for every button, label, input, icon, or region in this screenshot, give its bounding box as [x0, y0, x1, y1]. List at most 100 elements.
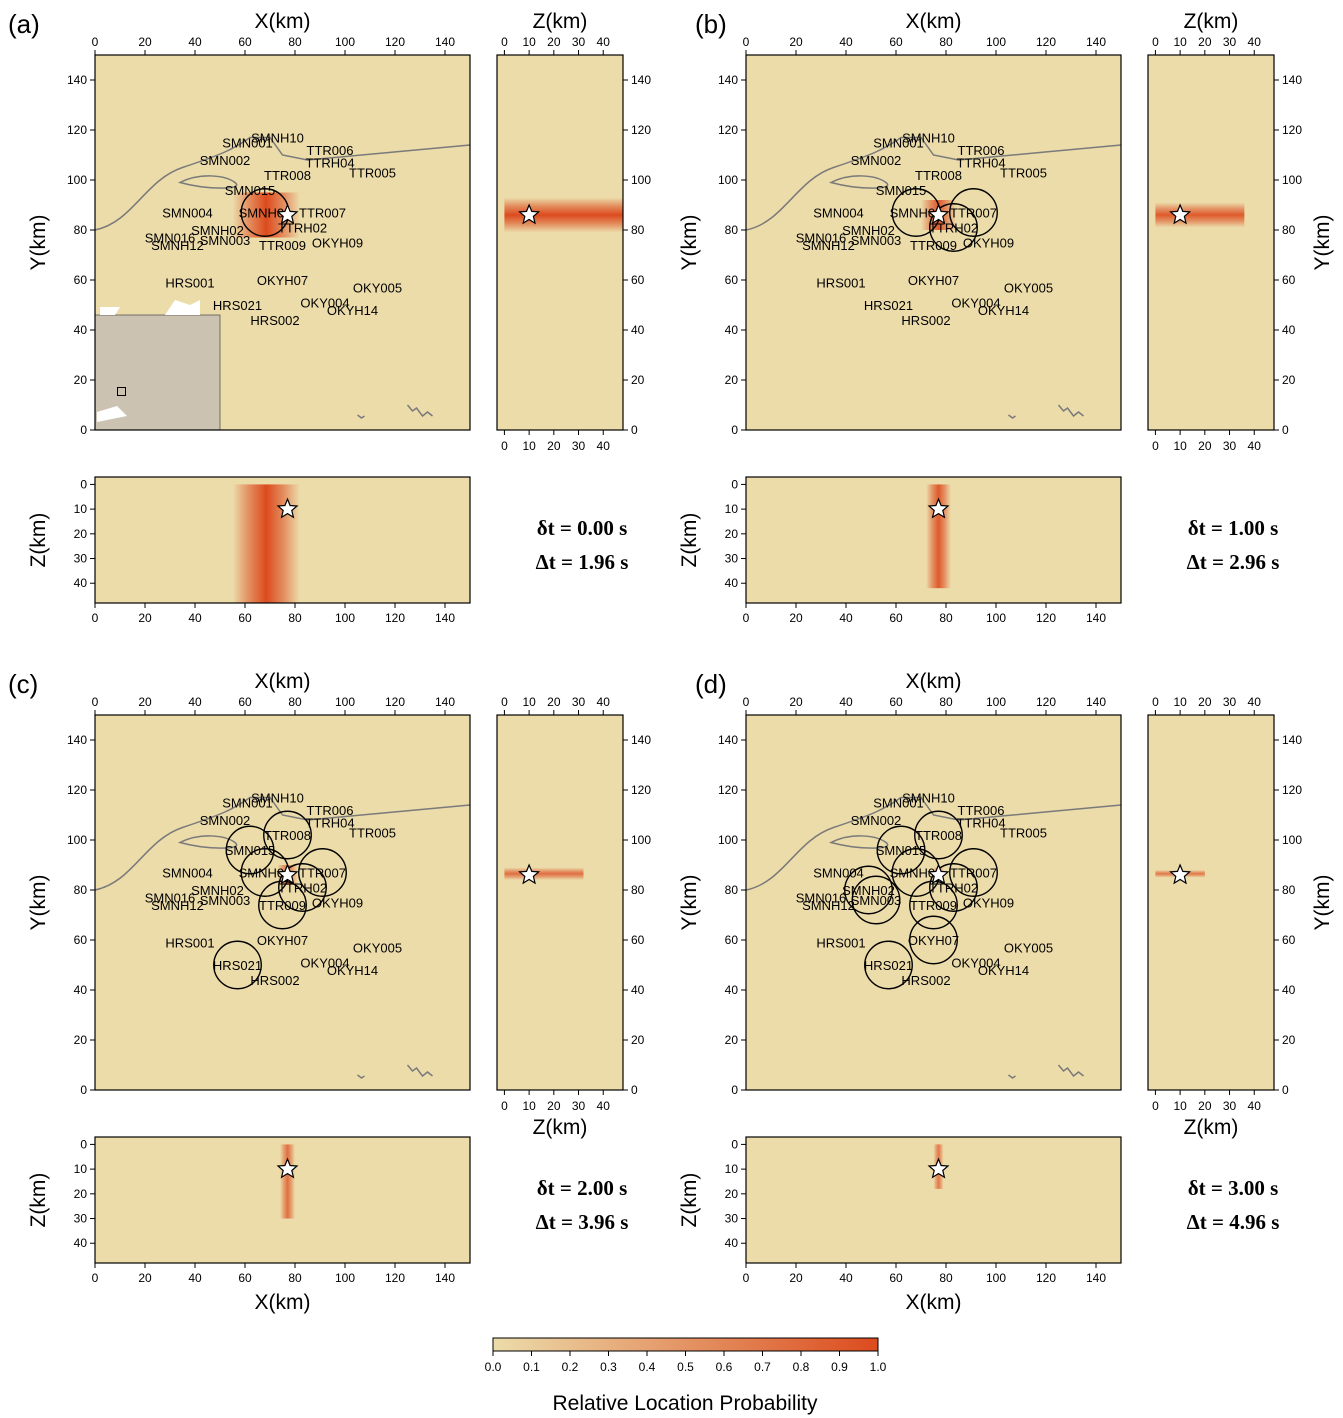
zy-background	[497, 55, 623, 430]
x-tick-label: 100	[335, 611, 355, 625]
panel-label: (c)	[8, 669, 38, 699]
station-label: TTR008	[915, 828, 962, 843]
station-label: OKY004	[300, 296, 349, 311]
station-label: SMN016	[796, 231, 847, 246]
station-label: TTRH04	[305, 816, 354, 831]
inset-sea	[165, 300, 200, 315]
zy-background	[1148, 55, 1274, 430]
z-tick-label: 0	[80, 1137, 87, 1151]
z-tick-label: 0	[501, 695, 508, 709]
x-tick-label: 100	[986, 611, 1006, 625]
station-label: TTRH02	[278, 221, 327, 236]
station-label: TTR006	[307, 143, 354, 158]
delta-small-annotation: δt = 2.00 s	[537, 1176, 628, 1200]
x-tick-label: 140	[1086, 35, 1106, 49]
epicenter-star	[1169, 203, 1192, 225]
colorbar-tick-label: 0.7	[754, 1360, 771, 1374]
station-circle	[929, 203, 978, 252]
lake-outline	[177, 835, 238, 849]
z-tick-label: 20	[1198, 439, 1212, 453]
x-tick-label: 40	[839, 35, 853, 49]
y-tick-label: 140	[718, 733, 738, 747]
y-tick-label: 60	[1282, 273, 1296, 287]
z-axis-label: Z(km)	[533, 10, 588, 33]
station-label: OKYH09	[312, 896, 363, 911]
x-tick-label: 80	[288, 1271, 302, 1285]
y-tick-label: 80	[1282, 223, 1296, 237]
coastline-south	[1057, 1064, 1084, 1078]
station-label: TTR006	[307, 803, 354, 818]
y-tick-label: 40	[1282, 323, 1296, 337]
z-axis-label: Z(km)	[533, 1116, 588, 1139]
epicenter-star	[276, 863, 299, 885]
station-label: SMNH12	[802, 898, 855, 913]
x-tick-label: 80	[939, 1271, 953, 1285]
z-axis-label: Z(km)	[1184, 10, 1239, 33]
x-tick-label: 140	[435, 1271, 455, 1285]
z-tick-label: 0	[1152, 1099, 1159, 1113]
lake-outline	[828, 835, 889, 849]
z-tick-label: 20	[547, 1099, 561, 1113]
y-tick-label: 100	[67, 833, 87, 847]
y-tick-label: 0	[1282, 1083, 1289, 1097]
station-label: SMNH10	[902, 131, 955, 146]
z-axis-label: Z(km)	[1184, 1116, 1239, 1139]
y-tick-label: 20	[631, 373, 645, 387]
y-tick-label: 60	[74, 273, 88, 287]
y-tick-label: 20	[74, 373, 88, 387]
z-tick-label: 30	[1223, 35, 1237, 49]
z-axis-label: Z(km)	[27, 1173, 50, 1228]
pdf-zy	[504, 867, 584, 880]
epicenter-star	[927, 203, 950, 225]
x-tick-label: 20	[789, 1271, 803, 1285]
z-tick-label: 40	[74, 1236, 88, 1250]
z-tick-label: 30	[74, 1212, 88, 1226]
x-tick-label: 40	[839, 611, 853, 625]
station-label: SMNH01	[890, 206, 943, 221]
zy-frame	[1147, 54, 1275, 431]
station-label: HRS001	[816, 276, 865, 291]
y-axis-label: Y(km)	[678, 875, 701, 931]
z-tick-label: 20	[725, 1187, 739, 1201]
x-tick-label: 40	[839, 1271, 853, 1285]
pdf-zy	[504, 197, 623, 233]
y-tick-label: 80	[631, 223, 645, 237]
map-frame	[94, 714, 471, 1091]
x-tick-label: 20	[789, 695, 803, 709]
y-tick-label: 140	[67, 733, 87, 747]
coastline-south	[1008, 414, 1016, 419]
z-tick-label: 10	[1173, 439, 1187, 453]
x-tick-label: 80	[288, 611, 302, 625]
panel-label: (b)	[695, 9, 727, 39]
y-tick-label: 20	[74, 1033, 88, 1047]
station-label: SMNH12	[802, 238, 855, 253]
station-label: SMNH10	[251, 791, 304, 806]
y-tick-label: 40	[725, 323, 739, 337]
epicenter-star	[276, 497, 299, 519]
y-axis-label-right: Y(km)	[1311, 875, 1334, 931]
y-tick-label: 40	[1282, 983, 1296, 997]
station-label: SMN001	[222, 796, 273, 811]
colorbar-tick-label: 0.5	[677, 1360, 694, 1374]
zy-background	[1148, 715, 1274, 1090]
x-tick-label: 60	[889, 35, 903, 49]
z-axis-label: Z(km)	[27, 513, 50, 568]
pdf-zy	[1155, 202, 1245, 228]
station-label: SMNH02	[842, 223, 895, 238]
coastline-south	[1008, 1074, 1016, 1079]
z-tick-label: 40	[725, 1236, 739, 1250]
colorbar-tick-label: 0.0	[485, 1360, 502, 1374]
z-tick-label: 20	[1198, 1099, 1212, 1113]
y-tick-label: 60	[725, 933, 739, 947]
pdf-xz	[232, 484, 300, 603]
y-tick-label: 120	[718, 783, 738, 797]
x-tick-label: 80	[939, 35, 953, 49]
z-axis-label: Z(km)	[678, 513, 701, 568]
station-label: SMN002	[200, 813, 251, 828]
x-tick-label: 20	[789, 611, 803, 625]
station-label: SMNH01	[890, 866, 943, 881]
coastline-south	[357, 414, 365, 419]
x-tick-label: 0	[743, 695, 750, 709]
x-tick-label: 140	[1086, 695, 1106, 709]
